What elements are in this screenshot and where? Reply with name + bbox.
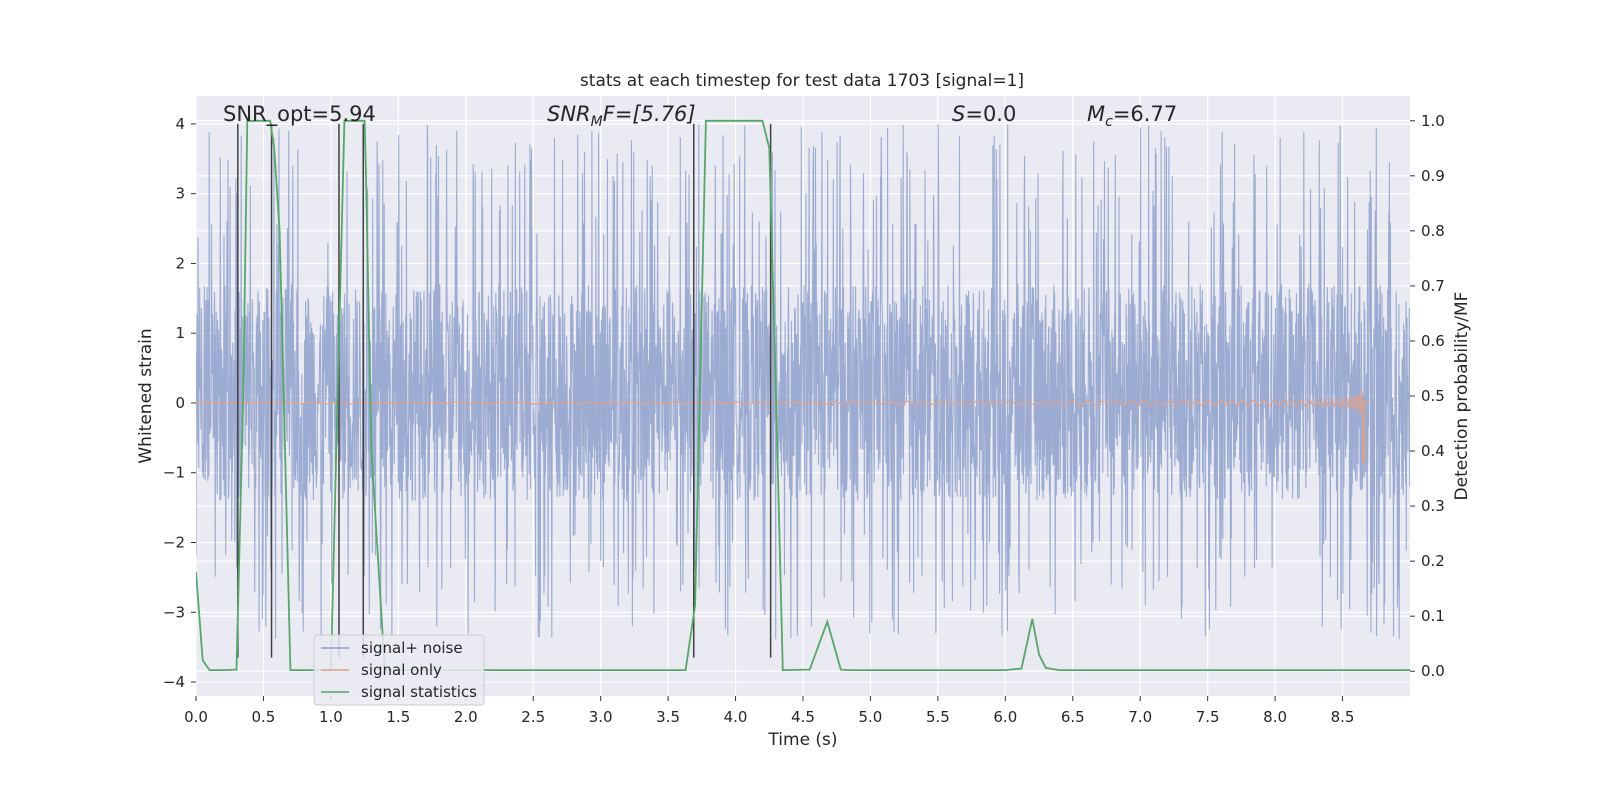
y2-tick-label-1: 0.1 xyxy=(1421,607,1445,625)
annotation-s-main: S xyxy=(952,102,965,126)
annotation-snr-mf: SNRMF=[5.76] xyxy=(547,102,696,130)
legend-label-signal-only: signal only xyxy=(361,661,442,679)
annotation-mc-sub: c xyxy=(1105,114,1113,130)
y2-tick-label-7: 0.7 xyxy=(1421,277,1445,295)
y2-tick-label-3: 0.3 xyxy=(1421,497,1445,515)
y2-tick-label-10: 1.0 xyxy=(1421,112,1445,130)
x-tick-label-11: 5.5 xyxy=(926,708,950,726)
noise-trace xyxy=(196,124,1410,641)
y2-tick-label-9: 0.9 xyxy=(1421,167,1445,185)
y-tick-label-8: 4 xyxy=(175,115,185,133)
x-tick-label-1: 0.5 xyxy=(252,708,276,726)
annotation-snr-mf-sub: M xyxy=(591,114,603,130)
annotation-s: S=0.0 xyxy=(952,102,1016,126)
y2-axis-ticks: 0.0 0.1 0.2 0.3 0.4 0.5 0.6 0.7 0.8 0.9 1.0 xyxy=(1410,112,1445,680)
y2-axis-label: Detection probability/MF xyxy=(1452,292,1472,501)
annotation-mc-rest: =6.77 xyxy=(1113,102,1177,126)
y2-tick-label-2: 0.2 xyxy=(1421,552,1445,570)
legend-box xyxy=(313,634,485,706)
x-tick-label-2: 1.0 xyxy=(319,708,343,726)
annotation-mc: Mc=6.77 xyxy=(1087,102,1177,130)
y-tick-label-0: −4 xyxy=(163,673,185,691)
legend-label-signal-statistics: signal statistics xyxy=(361,683,477,701)
annotation-s-rest: =0.0 xyxy=(965,102,1016,126)
x-tick-label-7: 3.5 xyxy=(656,708,680,726)
x-tick-label-17: 8.5 xyxy=(1331,708,1355,726)
x-tick-label-10: 5.0 xyxy=(859,708,883,726)
annotation-snr-opt: SNR_opt=5.94 xyxy=(223,102,376,127)
y-tick-label-2: −2 xyxy=(163,534,185,552)
y-tick-label-5: 1 xyxy=(175,324,185,342)
x-tick-label-6: 3.0 xyxy=(589,708,613,726)
legend: signal+ noise signal only signal statist… xyxy=(313,634,485,706)
series-signal-noise xyxy=(196,124,1410,641)
chirp-trace xyxy=(196,390,1370,463)
annotations: SNR_opt=5.94 SNRMF=[5.76] S=0.0 Mc=6.77 xyxy=(223,102,1177,130)
y2-tick-label-6: 0.6 xyxy=(1421,332,1445,350)
x-tick-label-9: 4.5 xyxy=(791,708,815,726)
y-tick-label-1: −3 xyxy=(163,603,185,621)
x-axis-label: Time (s) xyxy=(767,730,837,750)
y2-tick-label-0: 0.0 xyxy=(1421,662,1445,680)
y-tick-label-4: 0 xyxy=(175,394,185,412)
annotation-mc-main: M xyxy=(1087,102,1105,126)
x-tick-label-16: 8.0 xyxy=(1263,708,1287,726)
x-tick-label-5: 2.5 xyxy=(521,708,545,726)
series-signal-only xyxy=(196,390,1370,463)
series-signal-statistics xyxy=(196,119,1410,672)
x-tick-label-14: 7.0 xyxy=(1128,708,1152,726)
x-tick-label-4: 2.0 xyxy=(454,708,478,726)
x-tick-label-15: 7.5 xyxy=(1196,708,1220,726)
x-tick-label-0: 0.0 xyxy=(184,708,208,726)
x-axis-ticks: 0.0 0.5 1.0 1.5 2.0 2.5 3.0 3.5 4.0 4.5 5.0 5.5 6.0 6… xyxy=(184,696,1354,726)
stats-trace xyxy=(196,119,1410,672)
x-tick-label-12: 6.0 xyxy=(993,708,1017,726)
y-axis-label: Whitened strain xyxy=(136,328,156,463)
legend-label-signal-noise: signal+ noise xyxy=(361,639,463,657)
annotation-snr-mf-rest: F=[5.76] xyxy=(603,102,696,126)
x-tick-label-13: 6.5 xyxy=(1061,708,1085,726)
grid xyxy=(195,96,1410,696)
y2-tick-label-5: 0.5 xyxy=(1421,387,1445,405)
chart-title: stats at each timestep for test data 170… xyxy=(580,71,1024,91)
y-axis-ticks: −4 −3 −2 −1 0 1 2 3 4 xyxy=(163,115,196,691)
y-tick-label-6: 2 xyxy=(175,254,185,272)
annotation-snr-mf-main: SNR xyxy=(547,102,591,126)
y-tick-label-3: −1 xyxy=(163,464,185,482)
x-tick-label-3: 1.5 xyxy=(386,708,410,726)
x-tick-label-8: 4.0 xyxy=(724,708,748,726)
y2-tick-label-4: 0.4 xyxy=(1421,442,1445,460)
y-tick-label-7: 3 xyxy=(175,185,185,203)
y2-tick-label-8: 0.8 xyxy=(1421,222,1445,240)
